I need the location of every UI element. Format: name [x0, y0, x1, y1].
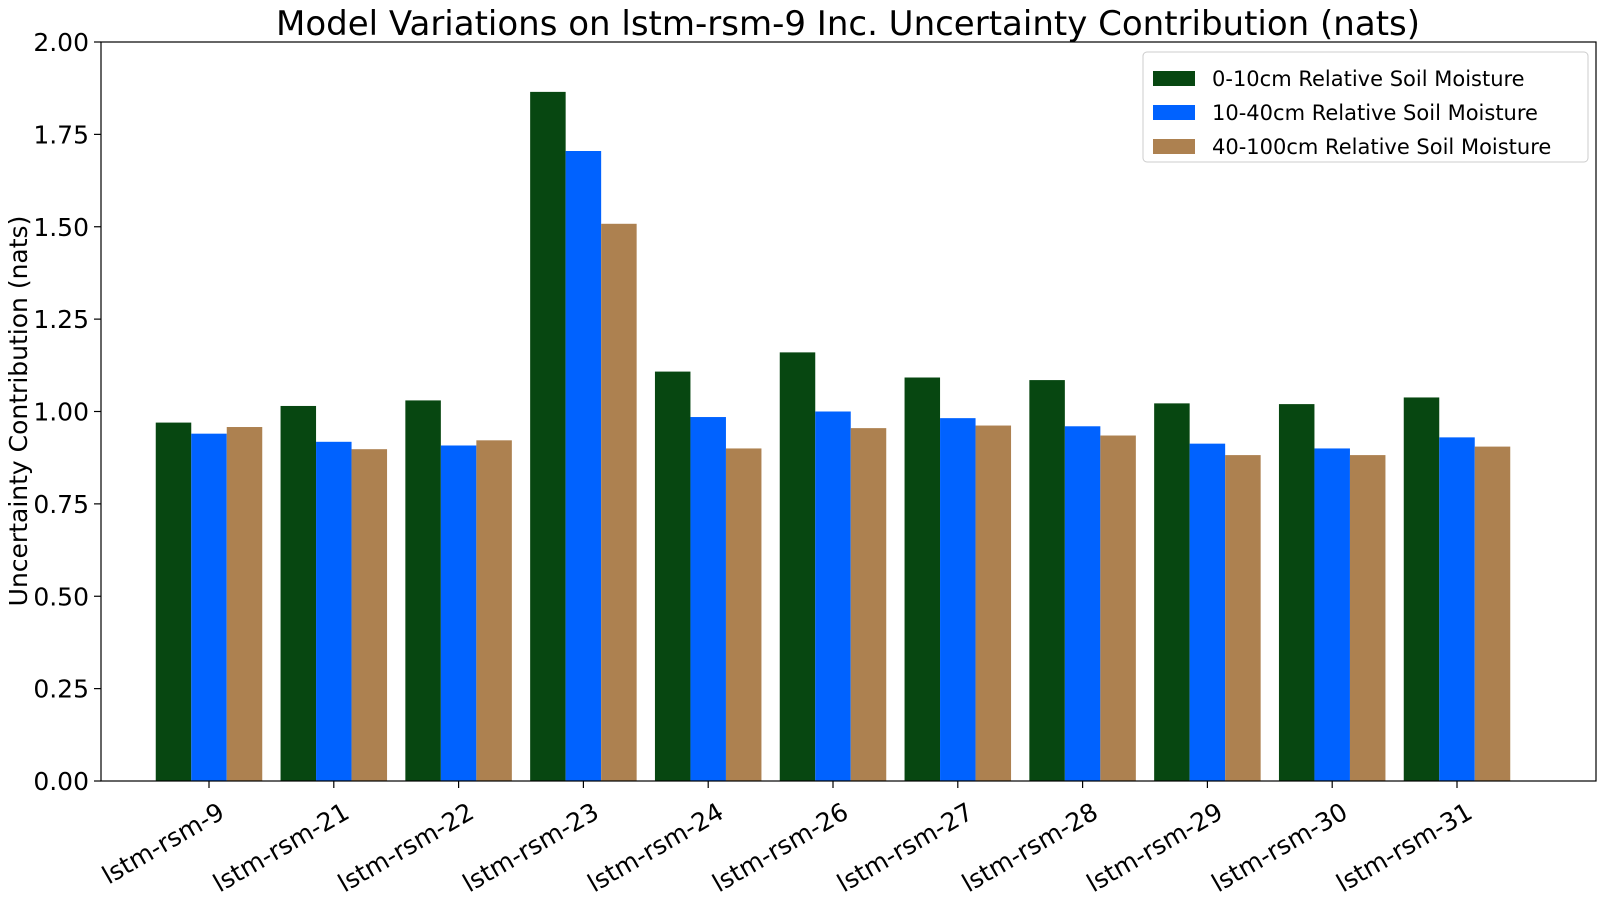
y-tick-label: 0.50 — [33, 582, 89, 611]
bar-1-lstm-rsm-21 — [280, 405, 317, 781]
x-tick-label: lstm-rsm-29 — [1082, 797, 1228, 898]
bar-2-lstm-rsm-30 — [1314, 448, 1350, 781]
legend-label: 40-100cm Relative Soil Moisture — [1212, 135, 1551, 159]
bar-2-lstm-rsm-31 — [1439, 437, 1475, 781]
bar-3-lstm-rsm-22 — [476, 440, 512, 781]
x-tick-label: lstm-rsm-30 — [1207, 797, 1353, 898]
bar-2-lstm-rsm-27 — [940, 418, 976, 781]
legend-box — [1142, 51, 1589, 163]
bar-2-lstm-rsm-23 — [565, 151, 602, 781]
x-tick-label: lstm-rsm-23 — [458, 797, 604, 898]
legend-swatch — [1153, 139, 1195, 154]
bar-2-lstm-rsm-26 — [815, 411, 851, 781]
bar-2-lstm-rsm-29 — [1189, 443, 1226, 781]
x-tick-label: lstm-rsm-22 — [333, 797, 479, 898]
chart-title: Model Variations on lstm-rsm-9 Inc. Unce… — [276, 4, 1420, 44]
bar-1-lstm-rsm-29 — [1154, 403, 1190, 781]
x-tick-label: lstm-rsm-28 — [957, 797, 1103, 898]
y-tick-label: 1.25 — [33, 305, 89, 334]
x-tick-label: lstm-rsm-27 — [832, 797, 978, 898]
legend-swatch — [1153, 71, 1195, 86]
bar-2-lstm-rsm-22 — [440, 445, 477, 781]
bar-1-lstm-rsm-9 — [155, 422, 192, 781]
bar-3-lstm-rsm-31 — [1474, 446, 1511, 781]
x-tick-label: lstm-rsm-26 — [707, 797, 853, 898]
x-tick-label: lstm-rsm-24 — [583, 797, 729, 898]
bar-3-lstm-rsm-30 — [1349, 455, 1386, 781]
y-tick-label: 2.00 — [33, 28, 89, 57]
y-tick-label: 0.00 — [33, 767, 89, 796]
bar-1-lstm-rsm-28 — [1029, 380, 1065, 781]
bar-2-lstm-rsm-9 — [191, 433, 227, 781]
y-tick-label: 1.75 — [33, 120, 89, 149]
legend-label: 10-40cm Relative Soil Moisture — [1212, 101, 1538, 125]
y-tick-label: 0.25 — [33, 675, 89, 704]
bar-1-lstm-rsm-31 — [1403, 397, 1440, 781]
y-axis: 0.00 0.25 0.50 0.75 1.00 1.25 1.50 1.75 2.00 — [33, 28, 101, 796]
legend-swatch — [1153, 105, 1195, 120]
bar-3-lstm-rsm-27 — [975, 425, 1012, 781]
bar-1-lstm-rsm-27 — [904, 377, 941, 781]
legend-label: 0-10cm Relative Soil Moisture — [1212, 67, 1525, 91]
bar-1-lstm-rsm-24 — [654, 371, 691, 781]
x-axis: lstm-rsm-9lstm-rsm-21lstm-rsm-22lstm-rsm… — [97, 781, 1477, 898]
y-tick-label: 1.50 — [33, 213, 89, 242]
bar-3-lstm-rsm-28 — [1100, 435, 1136, 781]
bar-3-lstm-rsm-21 — [351, 449, 388, 781]
bars-group — [155, 91, 1511, 782]
y-tick-label: 0.75 — [33, 490, 89, 519]
legend: 0-10cm Relative Soil Moisture 10-40cm Rel… — [1142, 51, 1589, 163]
bar-1-lstm-rsm-26 — [779, 352, 816, 781]
bar-1-lstm-rsm-23 — [530, 91, 566, 781]
bar-3-lstm-rsm-29 — [1225, 455, 1261, 781]
y-axis-label: Uncertainty Contribution (nats) — [4, 216, 33, 607]
bar-2-lstm-rsm-21 — [316, 441, 352, 781]
x-tick-label: lstm-rsm-21 — [208, 797, 354, 898]
bar-1-lstm-rsm-30 — [1278, 404, 1315, 781]
bar-2-lstm-rsm-24 — [690, 417, 726, 781]
y-tick-label: 1.00 — [33, 398, 89, 427]
bar-3-lstm-rsm-9 — [226, 427, 263, 781]
x-tick-label: lstm-rsm-31 — [1331, 797, 1477, 898]
bar-3-lstm-rsm-23 — [601, 223, 637, 782]
bar-2-lstm-rsm-28 — [1064, 426, 1101, 781]
bar-3-lstm-rsm-26 — [850, 428, 887, 781]
bar-1-lstm-rsm-22 — [405, 400, 441, 781]
plot-frame — [100, 41, 1597, 782]
bar-3-lstm-rsm-24 — [725, 448, 762, 781]
